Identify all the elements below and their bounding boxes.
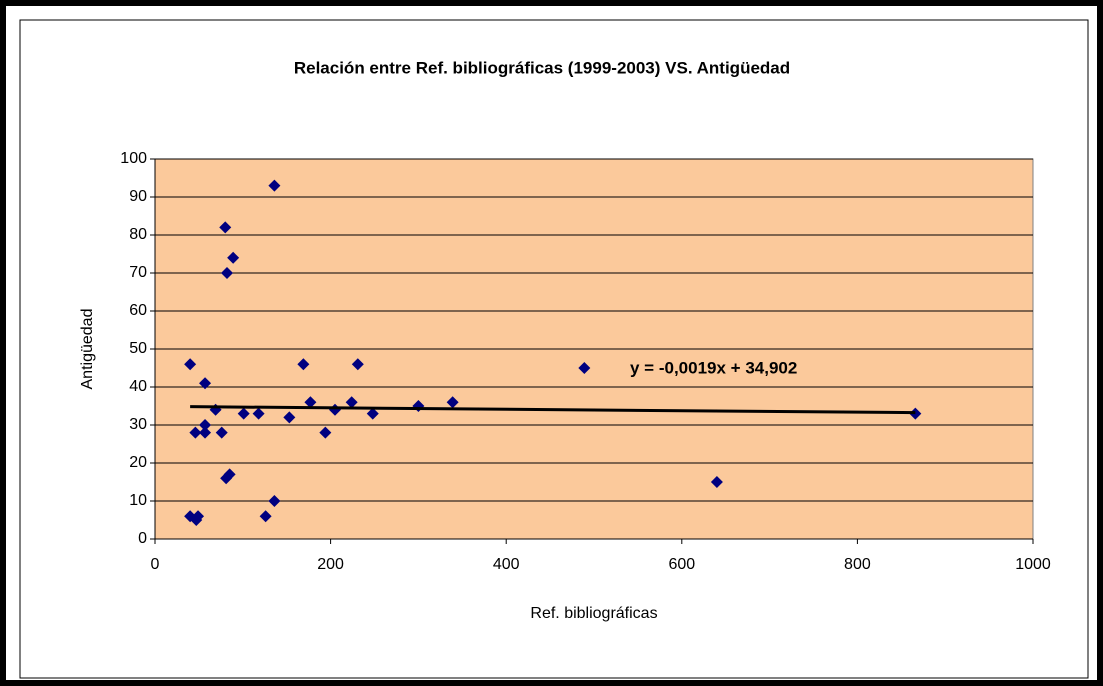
y-tick-label: 10 bbox=[129, 492, 147, 509]
point bbox=[223, 468, 236, 481]
point bbox=[710, 476, 723, 488]
trendline bbox=[190, 405, 916, 415]
point bbox=[304, 396, 317, 409]
y-tick-label: 0 bbox=[138, 530, 147, 547]
point bbox=[345, 396, 358, 409]
point bbox=[227, 251, 240, 264]
point bbox=[199, 426, 212, 439]
point bbox=[259, 510, 272, 523]
point bbox=[252, 407, 265, 420]
point bbox=[184, 358, 197, 371]
x-tick-label: 1000 bbox=[1015, 556, 1051, 573]
x-tick-label: 800 bbox=[844, 556, 871, 573]
y-tick-label: 30 bbox=[129, 416, 147, 433]
point bbox=[199, 377, 212, 390]
point bbox=[283, 411, 296, 424]
y-tick-label: 80 bbox=[129, 226, 147, 243]
x-tick-label: 600 bbox=[668, 556, 695, 573]
y-tick-label: 50 bbox=[129, 340, 147, 357]
point bbox=[351, 358, 364, 371]
point bbox=[215, 426, 228, 439]
chart-title: Relación entre Ref. bibliográficas (1999… bbox=[294, 58, 790, 77]
point bbox=[268, 495, 281, 507]
point bbox=[366, 407, 379, 420]
y-tick-label: 20 bbox=[129, 454, 147, 471]
point bbox=[446, 396, 459, 409]
y-tick-label: 90 bbox=[129, 188, 147, 205]
point bbox=[192, 510, 205, 523]
point bbox=[237, 407, 250, 420]
y-tick-label: 70 bbox=[129, 264, 147, 281]
point bbox=[319, 426, 332, 439]
point bbox=[189, 426, 202, 439]
x-tick-label: 400 bbox=[493, 556, 520, 573]
point bbox=[199, 419, 212, 431]
y-tick-label: 40 bbox=[129, 378, 147, 395]
y-axis-title: Antigüedad bbox=[79, 309, 96, 390]
point bbox=[909, 407, 922, 420]
point bbox=[268, 179, 281, 192]
x-axis-title: Ref. bibliográficas bbox=[530, 605, 657, 622]
trendline-equation: y = -0,0019x + 34,902 bbox=[630, 358, 797, 377]
x-tick-label: 0 bbox=[151, 556, 160, 573]
point bbox=[219, 221, 232, 234]
x-tick-label: 200 bbox=[317, 556, 344, 573]
point bbox=[578, 362, 591, 374]
y-tick-label: 100 bbox=[120, 150, 147, 167]
point bbox=[220, 267, 233, 279]
y-tick-label: 60 bbox=[129, 302, 147, 319]
point bbox=[297, 358, 310, 371]
